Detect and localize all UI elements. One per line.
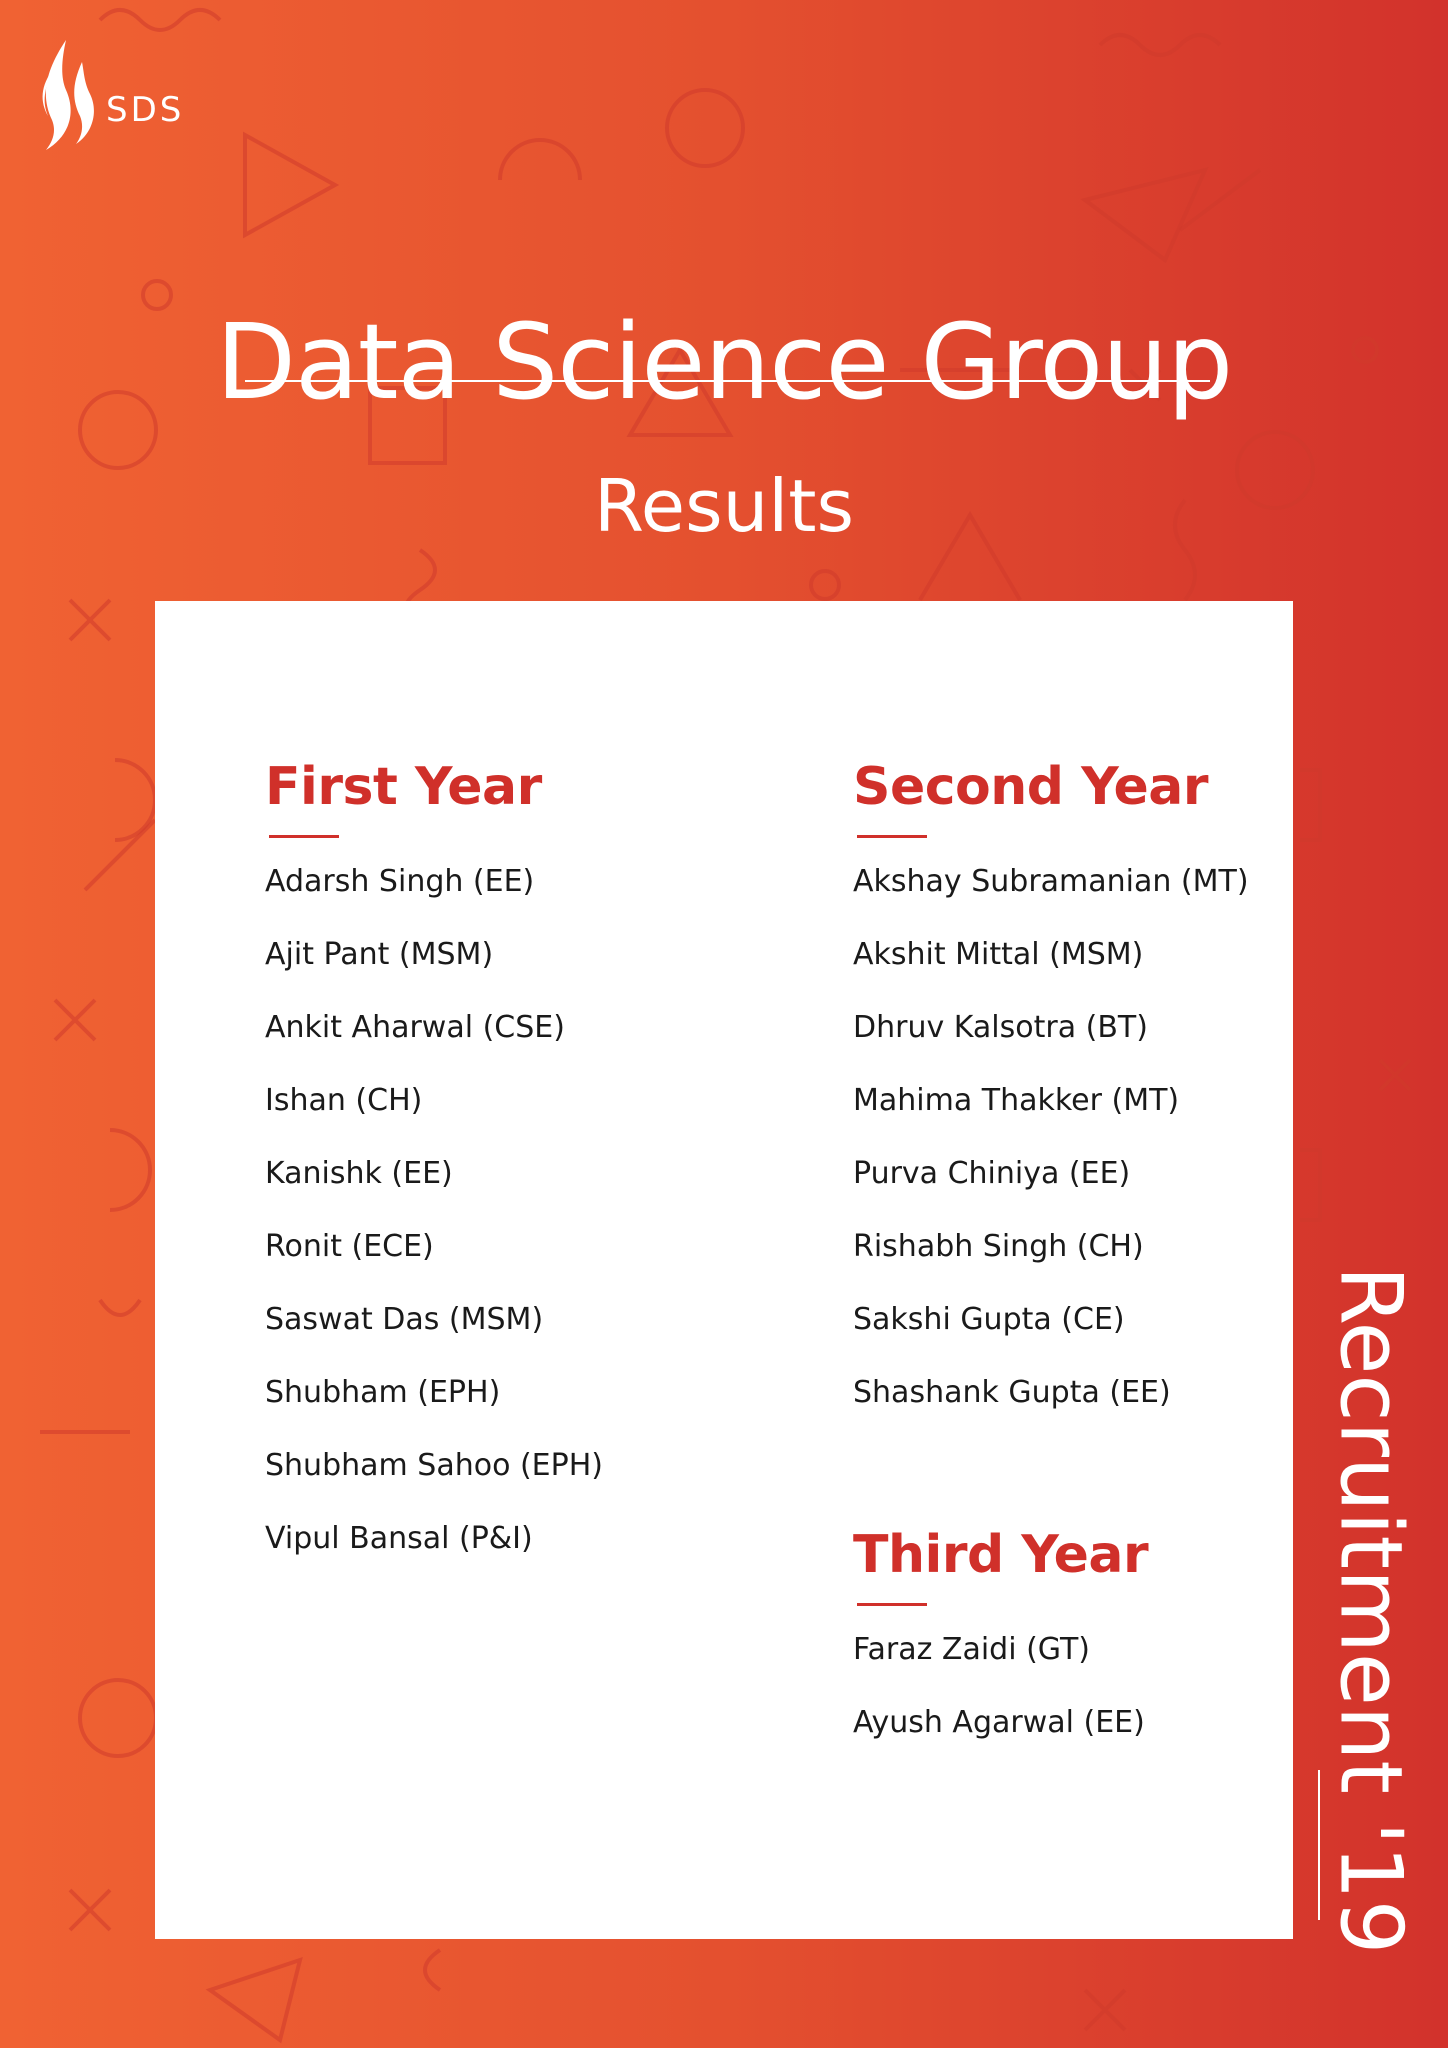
third-year-section: Third Year Faraz Zaidi (GT) Ayush Agarwa…: [853, 1525, 1149, 1772]
results-card: First Year Adarsh Singh (EE) Ajit Pant (…: [155, 601, 1293, 1939]
title-underline: [245, 380, 1210, 382]
list-item: Faraz Zaidi (GT): [853, 1632, 1090, 1667]
flame-icon: [42, 40, 94, 150]
sds-logo: SDS: [36, 40, 184, 152]
name-list: Adarsh Singh (EE) Ajit Pant (MSM) Ankit …: [265, 858, 603, 1588]
recruitment-rule: [1318, 1770, 1320, 1920]
section-heading: First Year: [265, 757, 542, 817]
heading-underline: [857, 1603, 927, 1606]
list-item: Purva Chiniya (EE): [853, 1156, 1131, 1191]
list-item: Shubham (EPH): [265, 1375, 501, 1410]
heading-underline: [857, 835, 927, 838]
list-item: Rishabh Singh (CH): [853, 1229, 1144, 1264]
page-subtitle: Results: [594, 464, 854, 548]
list-item: Saswat Das (MSM): [265, 1302, 544, 1337]
page-title: Data Science Group: [215, 300, 1233, 423]
list-item: Ajit Pant (MSM): [265, 937, 494, 972]
list-item: Kanishk (EE): [265, 1156, 453, 1191]
list-item: Shubham Sahoo (EPH): [265, 1448, 603, 1483]
list-item: Ankit Aharwal (CSE): [265, 1010, 565, 1045]
list-item: Ronit (ECE): [265, 1229, 434, 1264]
list-item: Vipul Bansal (P&I): [265, 1521, 533, 1556]
list-item: Dhruv Kalsotra (BT): [853, 1010, 1148, 1045]
second-year-section: Second Year Akshay Subramanian (MT) Aksh…: [853, 761, 1249, 1442]
list-item: Adarsh Singh (EE): [265, 864, 535, 899]
list-item: Akshit Mittal (MSM): [853, 937, 1144, 972]
list-item: Sakshi Gupta (CE): [853, 1302, 1125, 1337]
name-list: Akshay Subramanian (MT) Akshit Mittal (M…: [853, 858, 1249, 1442]
list-item: Akshay Subramanian (MT): [853, 864, 1249, 899]
list-item: Mahima Thakker (MT): [853, 1083, 1180, 1118]
logo-text: SDS: [106, 90, 185, 130]
heading-underline: [269, 835, 339, 838]
name-list: Faraz Zaidi (GT) Ayush Agarwal (EE): [853, 1626, 1148, 1772]
list-item: Shashank Gupta (EE): [853, 1375, 1171, 1410]
first-year-section: First Year Adarsh Singh (EE) Ajit Pant (…: [265, 761, 603, 1588]
section-heading: Third Year: [853, 1525, 1149, 1585]
list-item: Ayush Agarwal (EE): [853, 1705, 1145, 1740]
section-heading: Second Year: [853, 757, 1208, 817]
recruitment-text: Recruitment '19: [1320, 1265, 1421, 1955]
list-item: Ishan (CH): [265, 1083, 423, 1118]
